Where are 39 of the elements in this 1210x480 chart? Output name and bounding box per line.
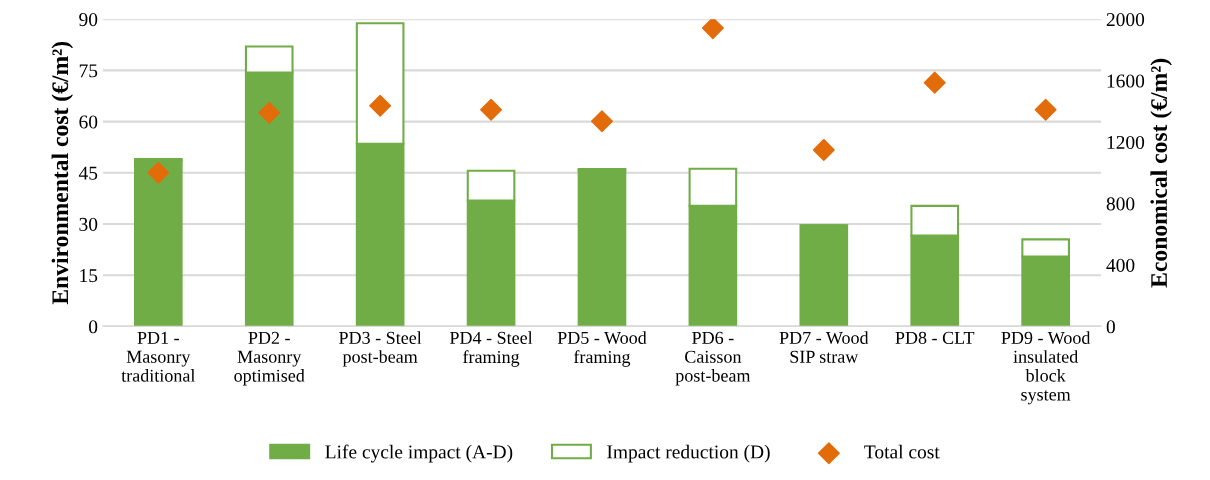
x-tick-label: PD5 - Wood framing	[557, 331, 647, 367]
x-tick-label: PD3 - Steel post-beam	[339, 331, 422, 367]
y-tick-label: 45	[78, 166, 98, 180]
y2-tick-label: 400	[1106, 258, 1135, 272]
bar	[133, 159, 183, 327]
point	[812, 138, 835, 161]
bar	[799, 224, 849, 327]
y-tick-label: 90	[79, 13, 98, 27]
y2-tick-label: 0	[1106, 320, 1115, 334]
point	[590, 110, 613, 133]
x-tick-label: PD7 - Wood SIP straw	[779, 331, 869, 363]
x-tick-label: PD8 - CLT	[895, 331, 975, 344]
y-tick-label: 15	[80, 269, 98, 283]
bar	[577, 169, 627, 327]
legend-label: Life cycle impact (A-D)	[325, 444, 513, 463]
point	[258, 101, 281, 124]
point	[923, 71, 946, 94]
y2-axis-title: Economical cost (€/m²)	[1150, 58, 1172, 288]
x-tick-label: PD2 - Masonry optimised	[234, 331, 305, 386]
y2-tick-label: 1200	[1107, 135, 1145, 150]
point	[701, 19, 724, 40]
x-tick-label: PD9 - Wood insulated block system	[1001, 331, 1091, 405]
point	[480, 98, 503, 121]
point	[147, 161, 170, 184]
y2-tick-label: 800	[1106, 197, 1135, 211]
y-tick-label: 60	[79, 115, 98, 129]
legend-label: Total cost	[864, 444, 940, 459]
x-tick-label: PD4 - Steel framing	[449, 331, 533, 367]
point	[369, 94, 392, 117]
y2-tick-label: 2000	[1106, 13, 1145, 27]
y-axis-title: Environmental cost (€/m²)	[51, 41, 73, 305]
legend-label: Impact reduction (D)	[607, 444, 770, 463]
point	[1034, 98, 1057, 121]
y-tick-label: 30	[79, 217, 98, 231]
y2-tick-label: 1600	[1107, 74, 1145, 88]
x-tick-label: PD6 - Caisson post-beam	[675, 331, 751, 386]
x-tick-label: PD1 - Masonry traditional	[121, 331, 196, 382]
y-tick-label: 0	[89, 320, 98, 334]
y-tick-label: 75	[79, 64, 98, 78]
